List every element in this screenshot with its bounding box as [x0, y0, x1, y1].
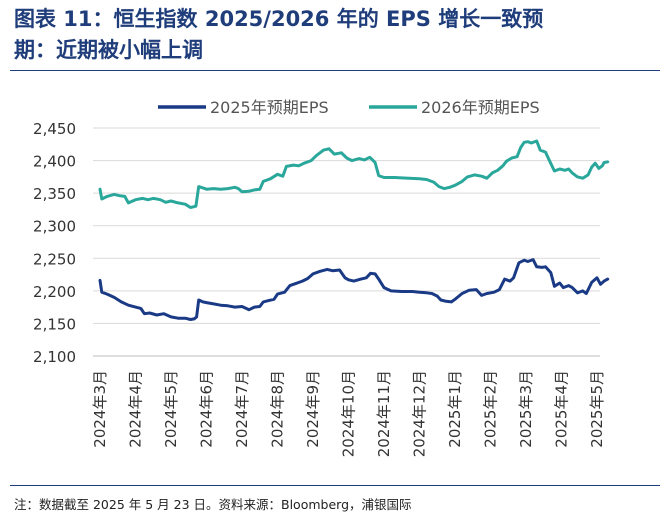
source-note: 注：数据截至 2025 年 5 月 23 日。资料来源：Bloomberg，浦银…: [14, 497, 412, 512]
title-divider: [10, 70, 660, 71]
x-tick-label: 2024年10月: [340, 370, 358, 457]
x-tick-label: 2024年11月: [375, 370, 393, 457]
y-tick-label: 2,200: [33, 283, 76, 301]
x-tick-label: 2025年1月: [446, 370, 464, 448]
y-tick-label: 2,350: [33, 185, 76, 203]
x-tick-label: 2024年8月: [269, 370, 287, 448]
grid-lines: [93, 127, 600, 357]
figure-title: 图表 11：恒生指数 2025/2026 年的 EPS 增长一致预 期：近期被小…: [14, 4, 654, 66]
x-tick-label: 2024年6月: [198, 370, 216, 448]
legend-label-2025: 2025年预期EPS: [210, 98, 329, 117]
y-tick-label: 2,150: [33, 315, 76, 333]
series-line-2025: [98, 258, 610, 321]
series-line-2026: [98, 139, 610, 209]
figure-title-line-2: 期：近期被小幅上调: [14, 38, 203, 62]
eps-line-chart: 2,100 2,150 2,200 2,250 2,300 2,350 2,400 2,450…: [33, 98, 610, 457]
x-tick-label: 2024年12月: [411, 370, 429, 457]
series-lines: [98, 139, 610, 321]
legend-label-2026: 2026年预期EPS: [421, 98, 540, 117]
y-axis-ticks: 2,100 2,150 2,200 2,250 2,300 2,350 2,400 2,450: [33, 120, 76, 366]
x-tick-label: 2024年9月: [304, 370, 322, 448]
y-tick-label: 2,400: [33, 153, 76, 171]
y-tick-label: 2,450: [33, 120, 76, 138]
x-tick-label: 2024年5月: [162, 370, 180, 448]
legend: 2025年预期EPS 2026年预期EPS: [158, 98, 540, 117]
x-tick-label: 2024年3月: [91, 370, 109, 448]
x-tick-label: 2024年4月: [127, 370, 145, 448]
y-tick-label: 2,250: [33, 250, 76, 268]
x-tick-label: 2025年3月: [517, 370, 535, 448]
x-tick-label: 2025年2月: [482, 370, 500, 448]
figure-title-line-1: 图表 11：恒生指数 2025/2026 年的 EPS 增长一致预: [14, 7, 544, 31]
x-tick-label: 2025年5月: [588, 370, 606, 448]
footer-divider: [10, 485, 660, 486]
y-tick-label: 2,100: [33, 348, 76, 366]
x-axis: 2024年3月 2024年4月 2024年5月 2024年6月 2024年7月 2024年…: [91, 355, 606, 457]
x-tick-label: 2024年7月: [233, 370, 251, 448]
y-tick-label: 2,300: [33, 218, 76, 236]
x-tick-label: 2025年4月: [553, 370, 571, 448]
